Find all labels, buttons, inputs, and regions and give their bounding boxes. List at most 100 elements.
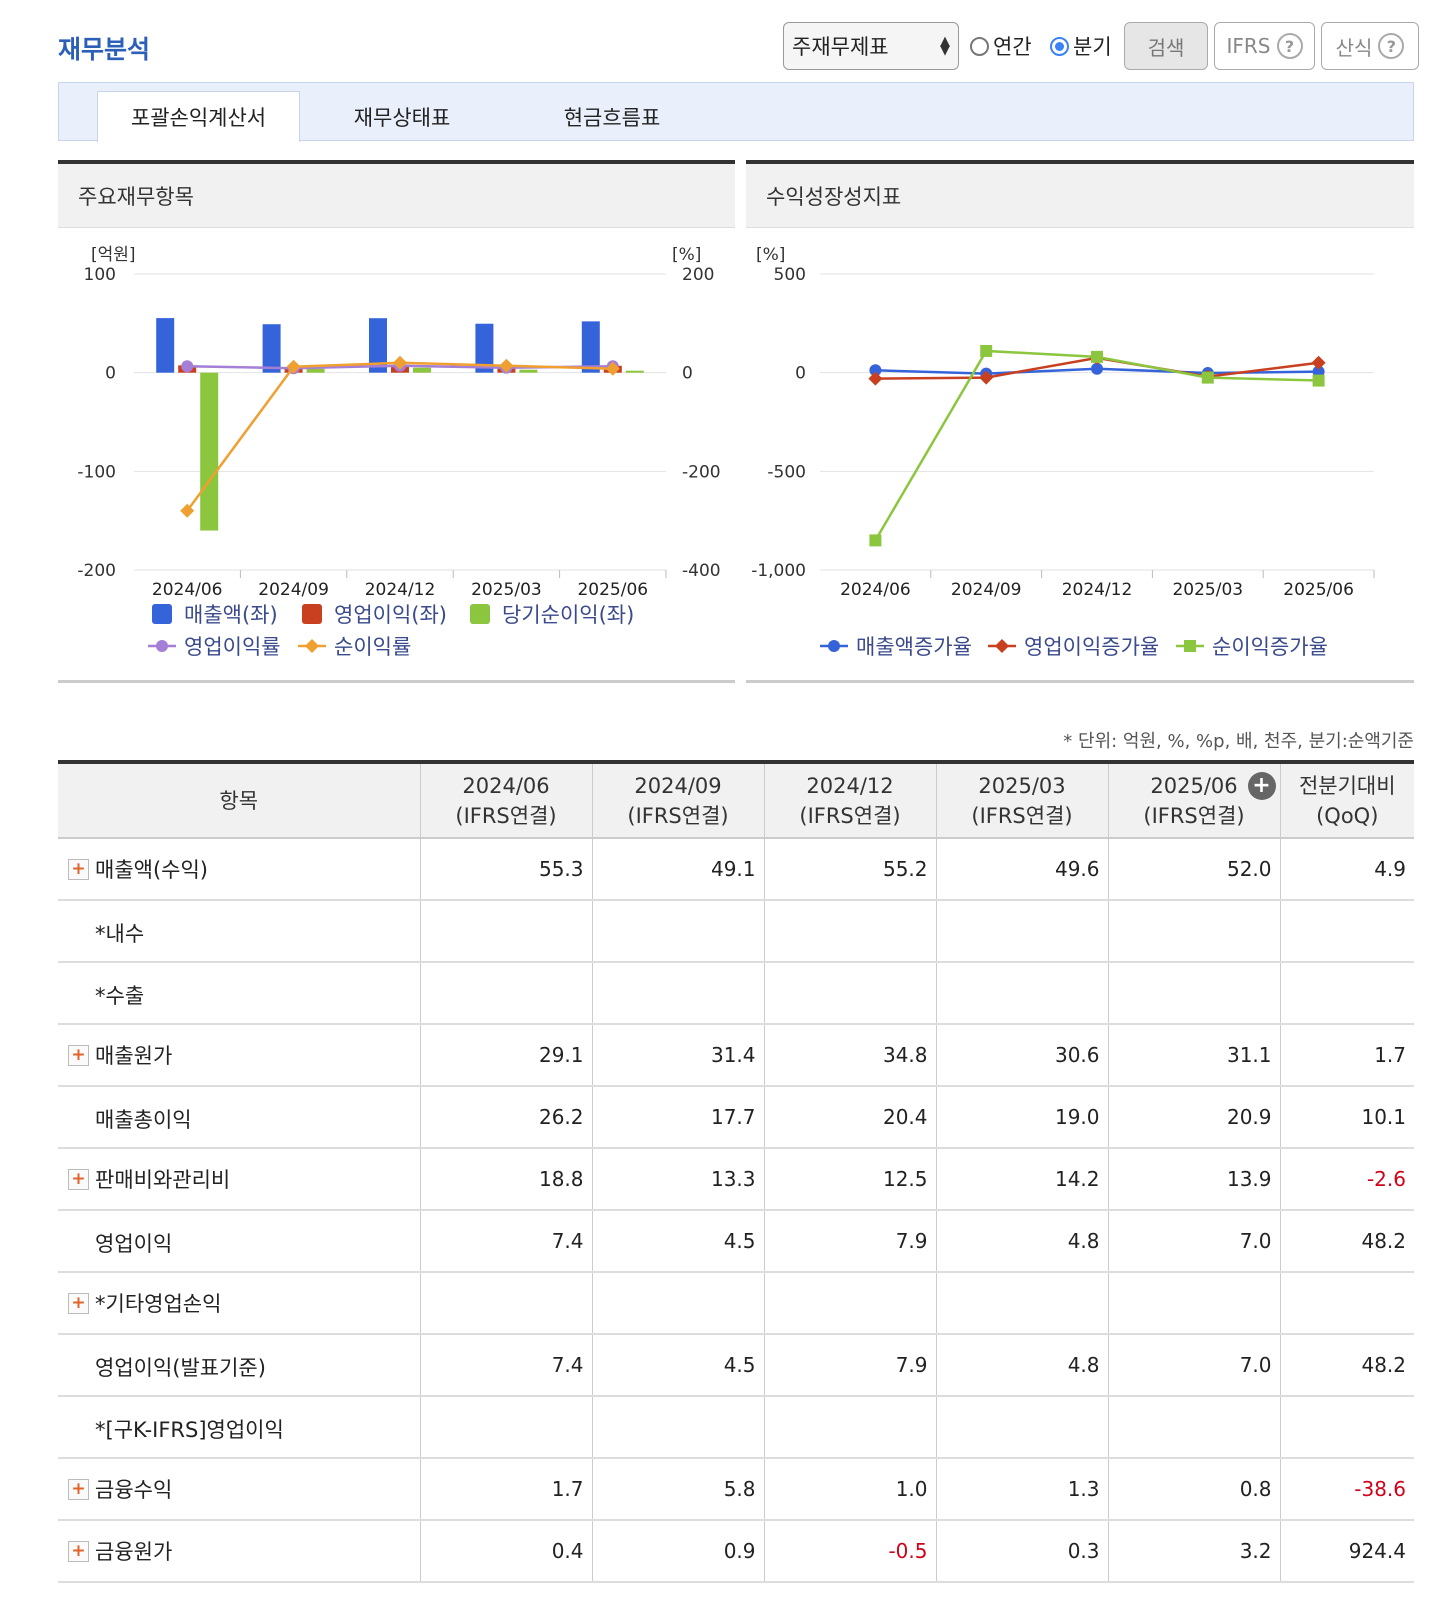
data-point xyxy=(393,355,407,370)
value-cell xyxy=(591,1396,764,1459)
row-label: + 매출액(수익) xyxy=(68,854,208,884)
row-label: 매출총이익 xyxy=(68,1104,192,1134)
value-cell xyxy=(591,900,764,963)
legend-label: 영업이익(좌) xyxy=(334,603,447,627)
table-header-row: 항목 2024/06 (IFRS연결) 2024/09 (IFRS연결) 2024/12 (… xyxy=(58,762,1414,839)
expand-row-icon[interactable]: + xyxy=(68,858,89,880)
expand-row-icon[interactable]: + xyxy=(68,1540,89,1562)
x-tick-label: 2024/09 xyxy=(258,580,329,600)
value-cell xyxy=(1107,1272,1280,1335)
row-label-cell[interactable]: + 매출액(수익) xyxy=(58,838,420,901)
expand-row-icon[interactable]: + xyxy=(68,1168,89,1190)
financial-table: 항목 2024/06 (IFRS연결) 2024/09 (IFRS연결) 2024/12 (… xyxy=(58,760,1414,1583)
value-cell: 7.0 xyxy=(1107,1210,1280,1273)
data-point xyxy=(1091,362,1103,375)
expand-row-icon[interactable]: + xyxy=(68,1478,89,1500)
data-point xyxy=(1201,371,1214,384)
value-cell xyxy=(935,1272,1108,1335)
legend-swatch xyxy=(470,604,490,624)
row-label-text: 판매비와관리비 xyxy=(95,1168,231,1192)
row-label: *수출 xyxy=(68,980,144,1010)
value-cell: 1.0 xyxy=(763,1458,936,1521)
bar xyxy=(475,323,494,373)
value-cell: 4.8 xyxy=(935,1210,1108,1273)
table-row: + *기타영업손익 xyxy=(58,1272,1414,1335)
row-label: + 금융수익 xyxy=(68,1474,172,1504)
search-button[interactable]: 검색 xyxy=(1124,22,1208,70)
data-point xyxy=(1312,374,1325,387)
row-label-cell: *내수 xyxy=(58,900,420,963)
y2-axis-unit: [%] xyxy=(672,245,701,265)
column-header-period: 2024/09 (IFRS연결) xyxy=(591,762,764,839)
x-tick-label: 2024/06 xyxy=(152,580,223,600)
value-cell: 49.1 xyxy=(591,838,764,901)
row-label-cell: 영업이익 xyxy=(58,1210,420,1273)
row-label-cell: *수출 xyxy=(58,962,420,1025)
bar xyxy=(156,318,175,373)
qoq-cell: 924.4 xyxy=(1279,1520,1414,1583)
bar xyxy=(200,372,219,531)
radio-quarter-label: 분기 xyxy=(1073,35,1112,59)
row-label-text: *기타영업손익 xyxy=(95,1292,222,1316)
row-label-text: *내수 xyxy=(95,922,145,946)
table-row: 매출총이익 26.2 17.7 20.4 19.0 20.9 10.1 xyxy=(58,1086,1414,1149)
y-tick-label: 0 xyxy=(795,364,806,384)
panel-title: 주요재무항목 xyxy=(58,164,735,228)
header-line: 2025/03 xyxy=(978,773,1066,798)
key-financials-panel: 주요재무항목 [억원] [%] 100 200 0 0 -100 -200 -200 -400 20… xyxy=(58,160,735,683)
legend-swatch xyxy=(152,604,172,624)
value-cell: 49.6 xyxy=(935,838,1108,901)
value-cell: 34.8 xyxy=(763,1024,936,1087)
value-cell: 0.4 xyxy=(419,1520,592,1583)
expand-row-icon[interactable]: + xyxy=(68,1044,89,1066)
header-subline: (IFRS연결) xyxy=(971,803,1073,828)
expand-row-icon[interactable]: + xyxy=(68,1292,89,1314)
value-cell: 13.9 xyxy=(1107,1148,1280,1211)
radio-quarter[interactable]: 분기 xyxy=(1050,22,1112,70)
qoq-cell xyxy=(1279,1272,1414,1335)
row-label-cell[interactable]: + 금융원가 xyxy=(58,1520,420,1583)
bar xyxy=(262,324,281,373)
header-line: 2024/12 xyxy=(806,773,894,798)
formula-label: 산식 xyxy=(1335,35,1373,60)
y-tick-label: -500 xyxy=(767,462,806,482)
row-label-cell[interactable]: + 금융수익 xyxy=(58,1458,420,1521)
value-cell: 5.8 xyxy=(591,1458,764,1521)
value-cell xyxy=(763,1396,936,1459)
tab-cash-flow[interactable]: 현금흐름표 xyxy=(563,105,661,130)
value-cell: 31.1 xyxy=(1107,1024,1280,1087)
qoq-cell: -38.6 xyxy=(1279,1458,1414,1521)
row-label-cell[interactable]: + 매출원가 xyxy=(58,1024,420,1087)
radio-annual-label: 연간 xyxy=(993,35,1032,59)
bar xyxy=(581,321,600,373)
statement-type-select[interactable]: 주재무제표 ▲ ▼ xyxy=(783,22,959,70)
x-tick-label: 2024/12 xyxy=(365,580,436,600)
value-cell xyxy=(1107,962,1280,1025)
value-cell xyxy=(591,962,764,1025)
value-cell: -0.5 xyxy=(763,1520,936,1583)
tab-income-statement[interactable]: 포괄손익계산서 xyxy=(97,91,300,142)
tab-balance-sheet[interactable]: 재무상태표 xyxy=(353,105,451,130)
formula-button[interactable]: 산식 ? xyxy=(1321,22,1419,70)
row-label-cell[interactable]: + *기타영업손익 xyxy=(58,1272,420,1335)
row-label-text: *[구K-IFRS]영업이익 xyxy=(95,1418,284,1442)
header-line: 전분기대비 xyxy=(1298,773,1396,798)
value-cell: 52.0 xyxy=(1107,838,1280,901)
data-point xyxy=(181,360,194,373)
table-row: 영업이익 7.4 4.5 7.9 4.8 7.0 48.2 xyxy=(58,1210,1414,1273)
data-point xyxy=(1091,350,1103,363)
row-label: + 판매비와관리비 xyxy=(68,1164,230,1194)
legend-marker xyxy=(995,639,1009,653)
ifrs-button[interactable]: IFRS ? xyxy=(1214,22,1315,70)
radio-annual[interactable]: 연간 xyxy=(970,22,1032,70)
x-tick-label: 2024/09 xyxy=(951,580,1022,600)
value-cell: 7.0 xyxy=(1107,1334,1280,1397)
expand-columns-icon[interactable]: + xyxy=(1247,772,1276,800)
row-label-cell[interactable]: + 판매비와관리비 xyxy=(58,1148,420,1211)
value-cell: 7.4 xyxy=(419,1334,592,1397)
value-cell: 0.3 xyxy=(935,1520,1108,1583)
column-header-period: 2024/12 (IFRS연결) xyxy=(763,762,936,839)
radio-circle-icon xyxy=(970,36,989,56)
row-label-text: 금융원가 xyxy=(95,1540,173,1564)
value-cell: 31.4 xyxy=(591,1024,764,1087)
